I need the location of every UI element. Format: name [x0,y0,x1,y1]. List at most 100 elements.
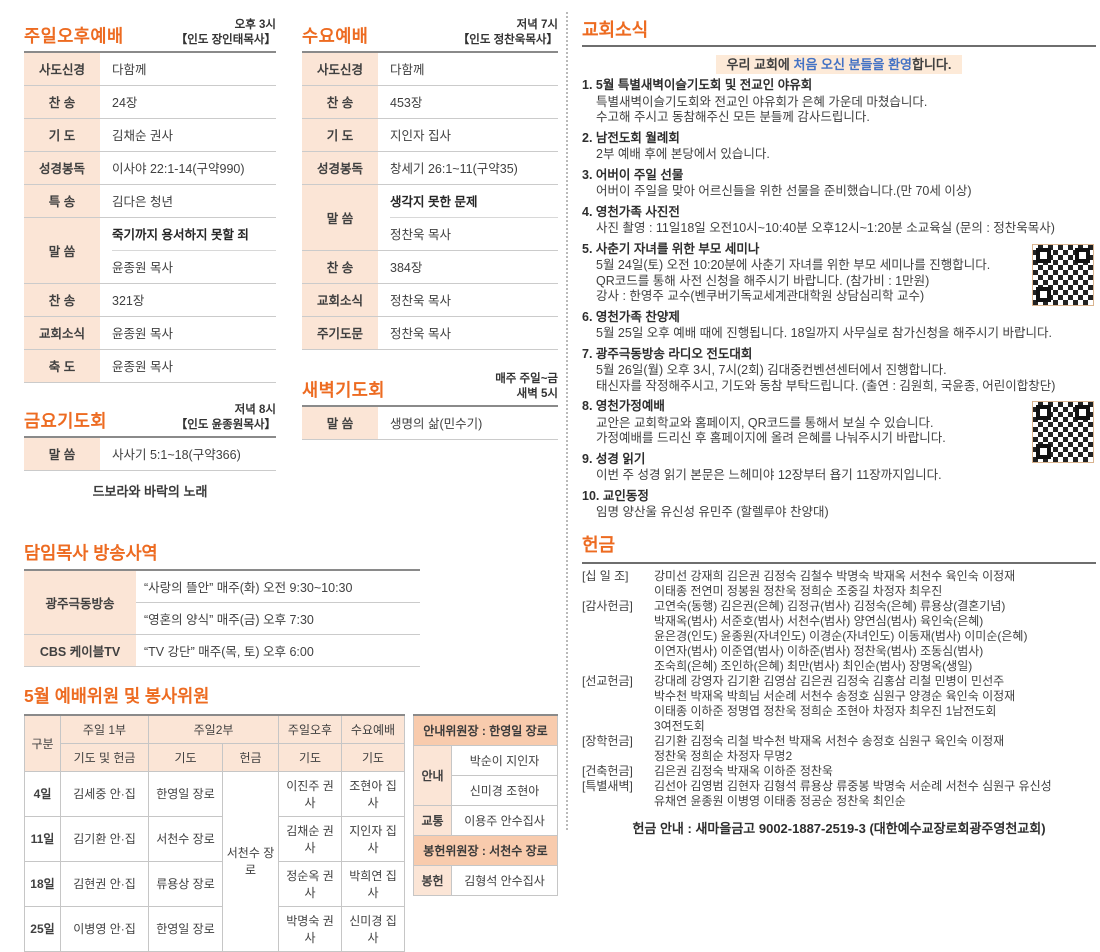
column-sunday-friday: 주일오후예배 오후 3시 【인도 장인태목사】 사도신경 다함께 [24,18,276,518]
usher-names: 신미경 조현아 [451,774,558,806]
service-row: 말 씀 생각지 못한 문제 정찬욱 목사 [302,184,558,251]
news-item-heading: 5. 사춘기 자녀를 위한 부모 세미나 [582,242,1096,258]
welcome-prefix: 우리 교회에 [726,57,794,72]
row-text: 384장 [390,261,423,276]
news-item-heading: 10. 교인동정 [582,489,1096,505]
offering-category: [건축헌금] [582,763,633,778]
offering-names: 김선아 김영범 김현자 김형석 류용상 류중봉 박명숙 서순례 서천수 심원구 … [654,779,1096,809]
news-item-number: 6. [582,309,593,324]
news-item-body: 특별새벽이슬기도회와 전교인 야유회가 은혜 가운데 마쳤습니다. 수고해 주시고… [582,95,1096,126]
news-item-number: 3. [582,167,593,182]
service-time: 매주 주일~금 [495,372,558,385]
news-item-line: 가정예배를 드리신 후 홈페이지에 올려 은혜를 나눠주시기 바랍니다. [596,431,946,445]
row-value: 윤종원 목사 [100,317,276,349]
row-value: 김다은 청년 [100,185,276,217]
row-value: 김채순 권사 [100,119,276,151]
news-item-line: 교안은 교회학교와 홈페이지, QR코드를 통해서 보실 수 있습니다. [596,415,934,430]
news-item-body: 이번 주 성경 읽기 본문은 느헤미야 12장부터 욥기 11장까지입니다. [582,468,1096,484]
section-broadcast-ministry: 담임목사 방송사역 광주극동방송 “사랑의 뜰안” 매주(화) 오전 9:30~… [24,540,420,667]
row-label: 찬 송 [24,85,100,118]
service-rows: 말 씀 사사기 5:1~18(구약366) [24,437,276,471]
table-row: 4일 김세중 안·집 한영일 장로 서천수 장로 이진주 권사 조현아 집사 [24,770,406,952]
row-value: 24장 [100,86,276,118]
row-text: 정찬욱 목사 [390,294,451,309]
news-item-title: 사춘기 자녀를 위한 부모 세미나 [595,241,760,256]
news-item-body: 5월 24일(토) 오전 10:20분에 사춘기 자녀를 위한 부모 세미나를 … [582,258,1096,305]
news-item-line: 이번 주 성경 읽기 본문은 느헤미야 12장부터 욥기 11장까지입니다. [596,468,942,482]
sermon-speaker: 윤종원 목사 [112,261,173,276]
welcome-suffix: 합니다. [912,57,952,72]
service-title: 새벽기도회 [302,379,385,400]
news-item: 6. 영천가족 찬양제 5월 25일 오후 예배 때에 진행됩니다. 18일까지… [582,310,1096,342]
table-row: 교통 이용주 안수집사 [413,804,558,836]
sermon-speaker: 정찬욱 목사 [390,228,451,243]
service-rows: 말 씀 생명의 삶(민수기) [302,406,558,440]
day-cell: 4일 [24,770,61,817]
service-row: 사도신경 다함께 [302,52,558,86]
table-row: “영혼의 양식” 매주(금) 오후 7:30 [24,602,420,635]
service-row: 교회소식 윤종원 목사 [24,316,276,350]
news-item-line: 특별새벽이슬기도회와 전교인 야유회가 은혜 가운데 마쳤습니다. [596,94,928,109]
table-header-row: 구분 주일 1부 주일2부 주일오후 수요예배 [24,714,406,772]
news-item: 8. 영천가정예배 교안은 교회학교와 홈페이지, QR코드를 통해서 보실 수… [582,399,1096,463]
news-item-heading: 2. 남전도회 월례회 [582,131,1096,147]
committee-table: 구분 주일 1부 주일2부 주일오후 수요예배 기도 및 헌금 기도 헌금 기도… [24,713,406,952]
header-cell: 기도 및 헌금 [60,742,149,772]
service-title: 수요예배 [302,25,369,46]
offering-names-line: 강미선 강재희 김은권 김정숙 김철수 박명숙 박재옥 서천수 육인숙 이정재 [654,568,1016,583]
row-label: 주기도문 [302,316,378,349]
offering-names-line: 이연자(범사) 이준엽(범사) 이하준(범사) 정찬욱(범사) 조동심(범사) [654,643,984,658]
offering-category: [선교헌금] [582,673,633,688]
news-item-line: 5월 26일(월) 오후 3시, 7시(2회) 김대중컨벤션센터에서 진행합니다… [596,363,947,377]
news-item-line: 강사 : 한영주 교수(벤쿠버기독교세계관대학원 상담심리학 교수) [596,289,925,303]
cell: 지인자 집사 [341,815,406,862]
row-text: 윤종원 목사 [112,360,173,375]
service-leader: 【인도 장인태목사】 [175,33,276,46]
service-time-leader: 매주 주일~금 새벽 5시 [495,372,558,402]
offering-names-line: 박재옥(범사) 서준호(범사) 서천수(범사) 양연심(범사) 육인숙(은혜) [654,613,984,628]
usher-names: 김형석 안수집사 [451,864,558,896]
offering-names-line: 조숙희(은혜) 조인하(은혜) 최만(범사) 최인순(범사) 장명옥(생일) [654,658,973,673]
offering-entry: [건축헌금] 김은권 김정숙 박재옥 이하준 정찬욱 [582,764,1096,779]
news-item-number: 8. [582,399,593,413]
offering-category: [특별새벽] [582,778,633,793]
section-offering: 헌금 [십 일 조] 강미선 강재희 김은권 김정숙 김철수 박명숙 박재옥 서… [582,531,1096,837]
row-value: 321장 [100,284,276,316]
row-label: 찬 송 [302,250,378,283]
broadcast-station: 광주극동방송 [24,569,136,635]
table-row: 봉헌위원장 : 서천수 장로 [413,834,558,866]
cell: 이병영 안·집 [60,905,149,952]
row-value: 생명의 삶(민수기) [378,407,558,439]
news-item: 1. 5월 특별새벽이슬기도회 및 전교인 야유회 특별새벽이슬기도회와 전교인… [582,78,1096,126]
news-item-line: 어버이 주일을 맞아 어르신들을 위한 선물을 준비했습니다.(만 70세 이상… [596,184,972,198]
section-sunday-afternoon-service: 주일오후예배 오후 3시 【인도 장인태목사】 사도신경 다함께 [24,18,276,383]
row-value: 죽기까지 용서하지 못할 죄 윤종원 목사 [100,218,276,283]
row-label: 기 도 [24,118,100,151]
offering-names: 강미선 강재희 김은권 김정숙 김철수 박명숙 박재옥 서천수 육인숙 이정재 이… [654,569,1096,599]
row-text: 정찬욱 목사 [390,327,451,342]
news-item-number: 1. [582,78,593,92]
cell: 이진주 권사 [278,770,343,817]
broadcast-program: “사랑의 뜰안” 매주(화) 오전 9:30~10:30 [136,569,420,603]
service-row: 찬 송 321장 [24,283,276,317]
news-list: 1. 5월 특별새벽이슬기도회 및 전교인 야유회 특별새벽이슬기도회와 전교인… [582,78,1096,521]
service-rows: 사도신경 다함께 찬 송 453장 [302,52,558,350]
offering-names-line: 정찬욱 정희순 차정자 무명2 [654,748,793,763]
row-label: 교회소식 [302,283,378,316]
table-row: 18일 김현권 안·집 류용상 장로 정순옥 권사 박희연 집사 [24,860,406,907]
service-title: 금요기도회 [24,410,107,431]
news-item-number: 7. [582,346,593,361]
day-cell: 11일 [24,815,61,862]
header-cell: 구분 [24,714,61,772]
service-row: 성경봉독 이사야 22:1-14(구약990) [24,151,276,185]
news-item: 9. 성경 읽기 이번 주 성경 읽기 본문은 느헤미야 12장부터 욥기 11… [582,452,1096,484]
offering-category: [장학헌금] [582,733,633,748]
row-value: 창세기 26:1~11(구약35) [378,152,558,184]
offering-entry: [감사헌금] 고연숙(동행) 김은권(은혜) 김정규(범사) 김정숙(은혜) 류… [582,599,1096,674]
news-item-line: 태신자를 작정해주시고, 기도와 동참 부탁드립니다. (출연 : 김원희, 국… [596,378,1056,393]
service-row: 교회소식 정찬욱 목사 [302,283,558,317]
news-item: 7. 광주극동방송 라디오 전도대회 5월 26일(월) 오후 3시, 7시(2… [582,347,1096,395]
broadcast-title: 담임목사 방송사역 [24,542,158,563]
offering-chair-cell: 봉헌위원장 : 서천수 장로 [413,834,558,866]
news-item-heading: 4. 영천가족 사진전 [582,205,1096,221]
